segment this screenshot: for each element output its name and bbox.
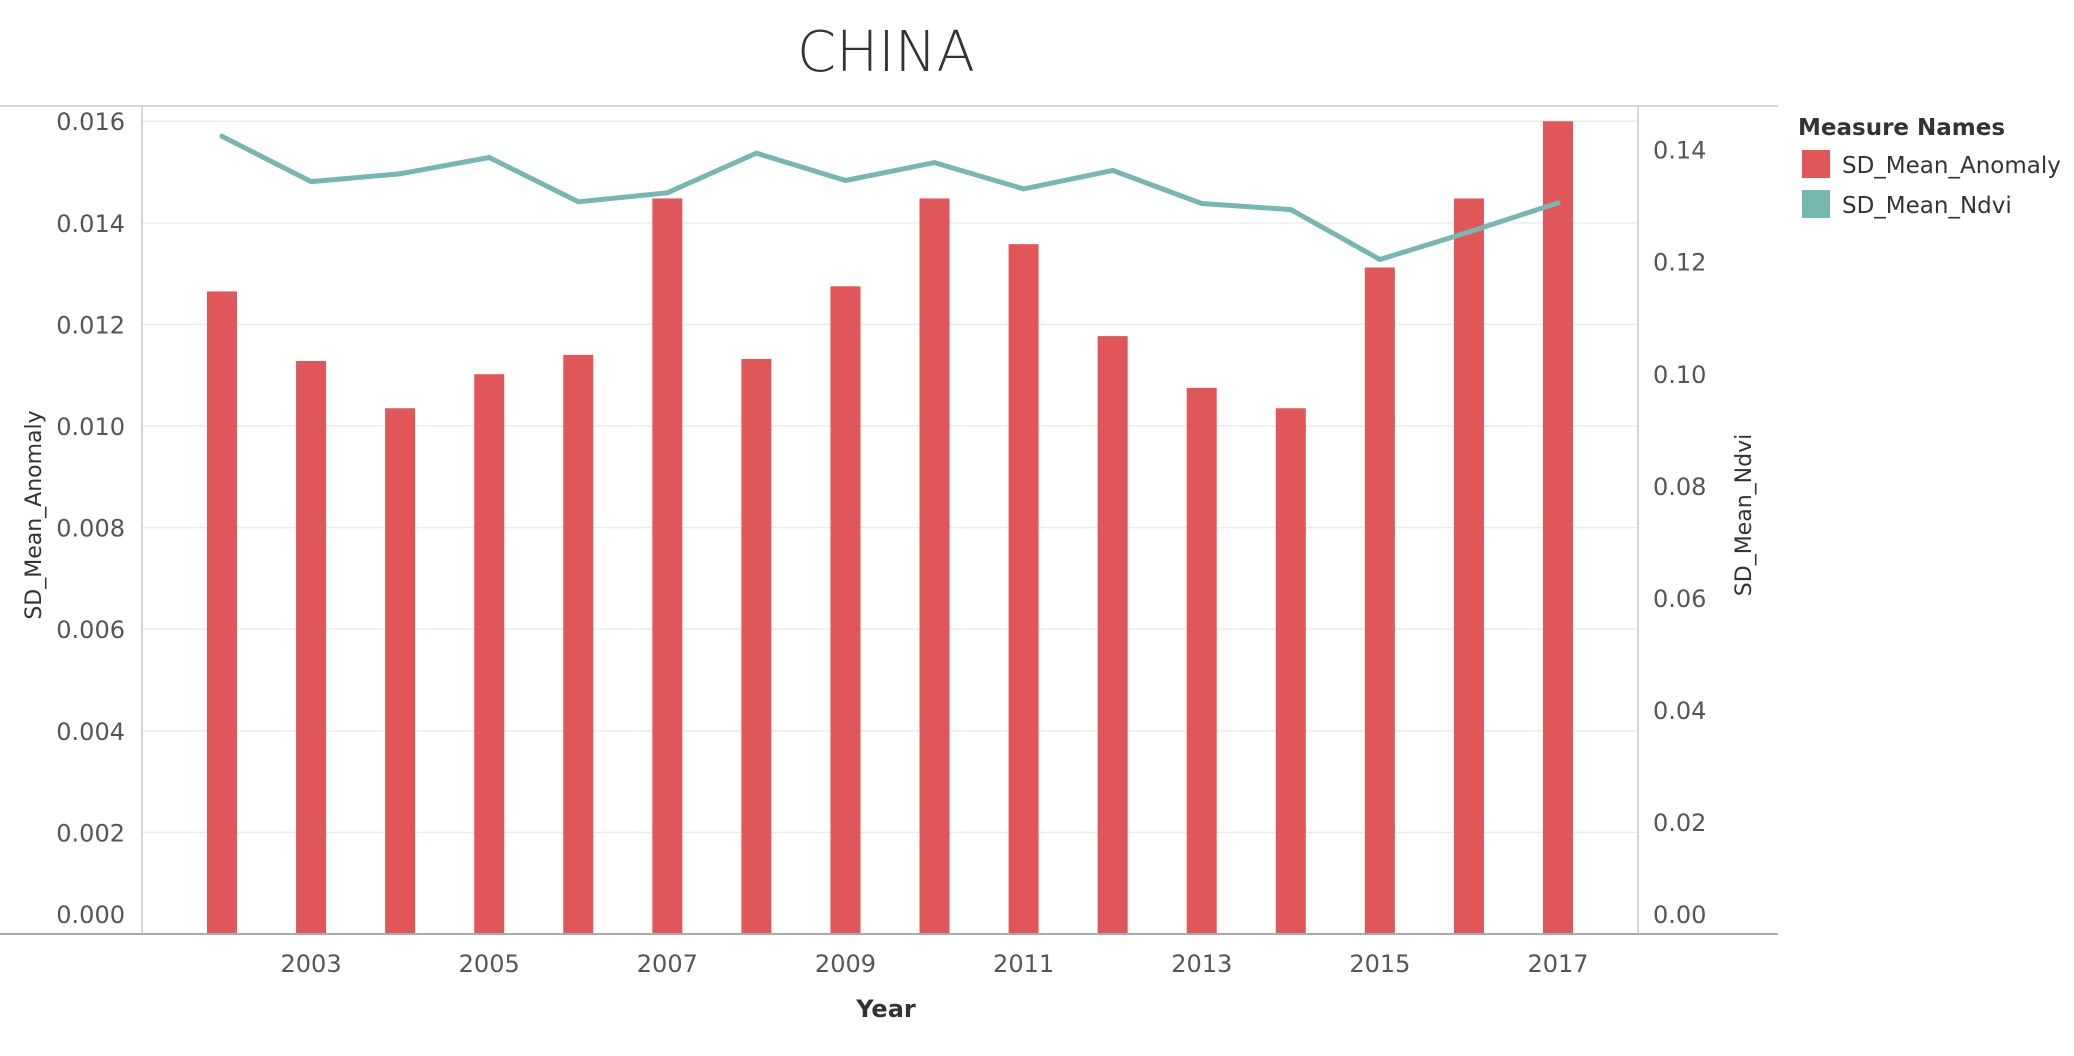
bar-2007 bbox=[652, 198, 683, 934]
y-tick-left-2: 0.004 bbox=[56, 718, 125, 746]
line-layer bbox=[219, 133, 1561, 262]
bar-2009 bbox=[830, 286, 861, 934]
y-tick-left-0: 0.000 bbox=[56, 901, 125, 929]
y-tick-right-1: 0.02 bbox=[1653, 809, 1706, 837]
ndvi-point-2014 bbox=[1288, 207, 1294, 213]
y-axis-left-title: SD_Mean_Anomaly bbox=[22, 410, 47, 619]
ndvi-point-2003 bbox=[308, 179, 314, 185]
bar-2003 bbox=[296, 361, 327, 935]
legend-label-anomaly: SD_Mean_Anomaly bbox=[1842, 153, 2061, 179]
bar-2017 bbox=[1543, 121, 1573, 935]
x-tick-2015: 2015 bbox=[1349, 950, 1410, 978]
bar-2005 bbox=[474, 374, 505, 934]
ndvi-point-2004 bbox=[397, 171, 403, 177]
axes-layer bbox=[0, 105, 1778, 935]
x-tick-2007: 2007 bbox=[637, 950, 698, 978]
ndvi-point-2015 bbox=[1377, 256, 1383, 262]
legend-title: Measure Names bbox=[1798, 115, 2005, 141]
ticks-layer: 0.000 0.002 0.004 0.006 0.008 0.010 0.012 0.014… bbox=[56, 108, 1706, 978]
bar-2013 bbox=[1186, 387, 1217, 934]
bar-2014 bbox=[1275, 408, 1306, 935]
bar-2006 bbox=[563, 354, 594, 935]
y-tick-left-4: 0.008 bbox=[56, 515, 125, 543]
bars-layer bbox=[207, 121, 1573, 935]
y-tick-left-7: 0.014 bbox=[56, 210, 125, 238]
ndvi-point-2017 bbox=[1555, 200, 1561, 206]
ndvi-point-2008 bbox=[753, 150, 759, 156]
bar-2015 bbox=[1364, 267, 1395, 934]
x-tick-2017: 2017 bbox=[1527, 950, 1588, 978]
legend: Measure Names SD_Mean_Anomaly SD_Mean_Nd… bbox=[1798, 115, 2061, 219]
ndvi-point-2009 bbox=[842, 178, 848, 184]
x-tick-2009: 2009 bbox=[815, 950, 876, 978]
legend-label-ndvi: SD_Mean_Ndvi bbox=[1842, 193, 2012, 219]
y-axis-right-title: SD_Mean_Ndvi bbox=[1732, 434, 1757, 596]
y-tick-right-4: 0.08 bbox=[1653, 473, 1706, 501]
y-tick-left-8: 0.016 bbox=[56, 108, 125, 136]
x-tick-2011: 2011 bbox=[993, 950, 1054, 978]
ndvi-point-2005 bbox=[486, 155, 492, 161]
bar-2004 bbox=[385, 408, 416, 935]
y-tick-left-3: 0.006 bbox=[56, 616, 125, 644]
y-tick-right-5: 0.10 bbox=[1653, 361, 1706, 389]
bar-2011 bbox=[1008, 244, 1039, 935]
x-axis-title: Year bbox=[855, 995, 916, 1023]
bar-2012 bbox=[1097, 336, 1128, 934]
bar-2002 bbox=[207, 291, 237, 935]
x-tick-2005: 2005 bbox=[459, 950, 520, 978]
x-tick-2013: 2013 bbox=[1171, 950, 1232, 978]
ndvi-point-2002 bbox=[219, 133, 225, 139]
ndvi-point-2011 bbox=[1021, 186, 1027, 192]
y-tick-right-0: 0.00 bbox=[1653, 901, 1706, 929]
y-tick-left-1: 0.002 bbox=[56, 819, 125, 847]
ndvi-point-2007 bbox=[664, 190, 670, 196]
ndvi-point-2013 bbox=[1199, 200, 1205, 206]
chart-title: CHINA bbox=[797, 20, 975, 85]
bar-2008 bbox=[741, 358, 772, 934]
y-tick-right-7: 0.14 bbox=[1653, 137, 1706, 165]
ndvi-point-2016 bbox=[1466, 229, 1472, 235]
y-tick-right-3: 0.06 bbox=[1653, 585, 1706, 613]
x-tick-2003: 2003 bbox=[281, 950, 342, 978]
y-tick-right-2: 0.04 bbox=[1653, 697, 1706, 725]
ndvi-line bbox=[219, 133, 1561, 262]
grid-layer bbox=[142, 120, 1638, 834]
y-tick-left-5: 0.010 bbox=[56, 413, 125, 441]
bar-2010 bbox=[919, 198, 950, 934]
ndvi-point-2010 bbox=[932, 160, 938, 166]
legend-swatch-ndvi bbox=[1802, 190, 1830, 218]
bar-2016 bbox=[1453, 198, 1484, 934]
ndvi-point-2006 bbox=[575, 199, 581, 205]
y-tick-left-6: 0.012 bbox=[56, 311, 125, 339]
ndvi-point-2012 bbox=[1110, 167, 1116, 173]
y-tick-right-6: 0.12 bbox=[1653, 249, 1706, 277]
legend-swatch-anomaly bbox=[1802, 150, 1830, 178]
